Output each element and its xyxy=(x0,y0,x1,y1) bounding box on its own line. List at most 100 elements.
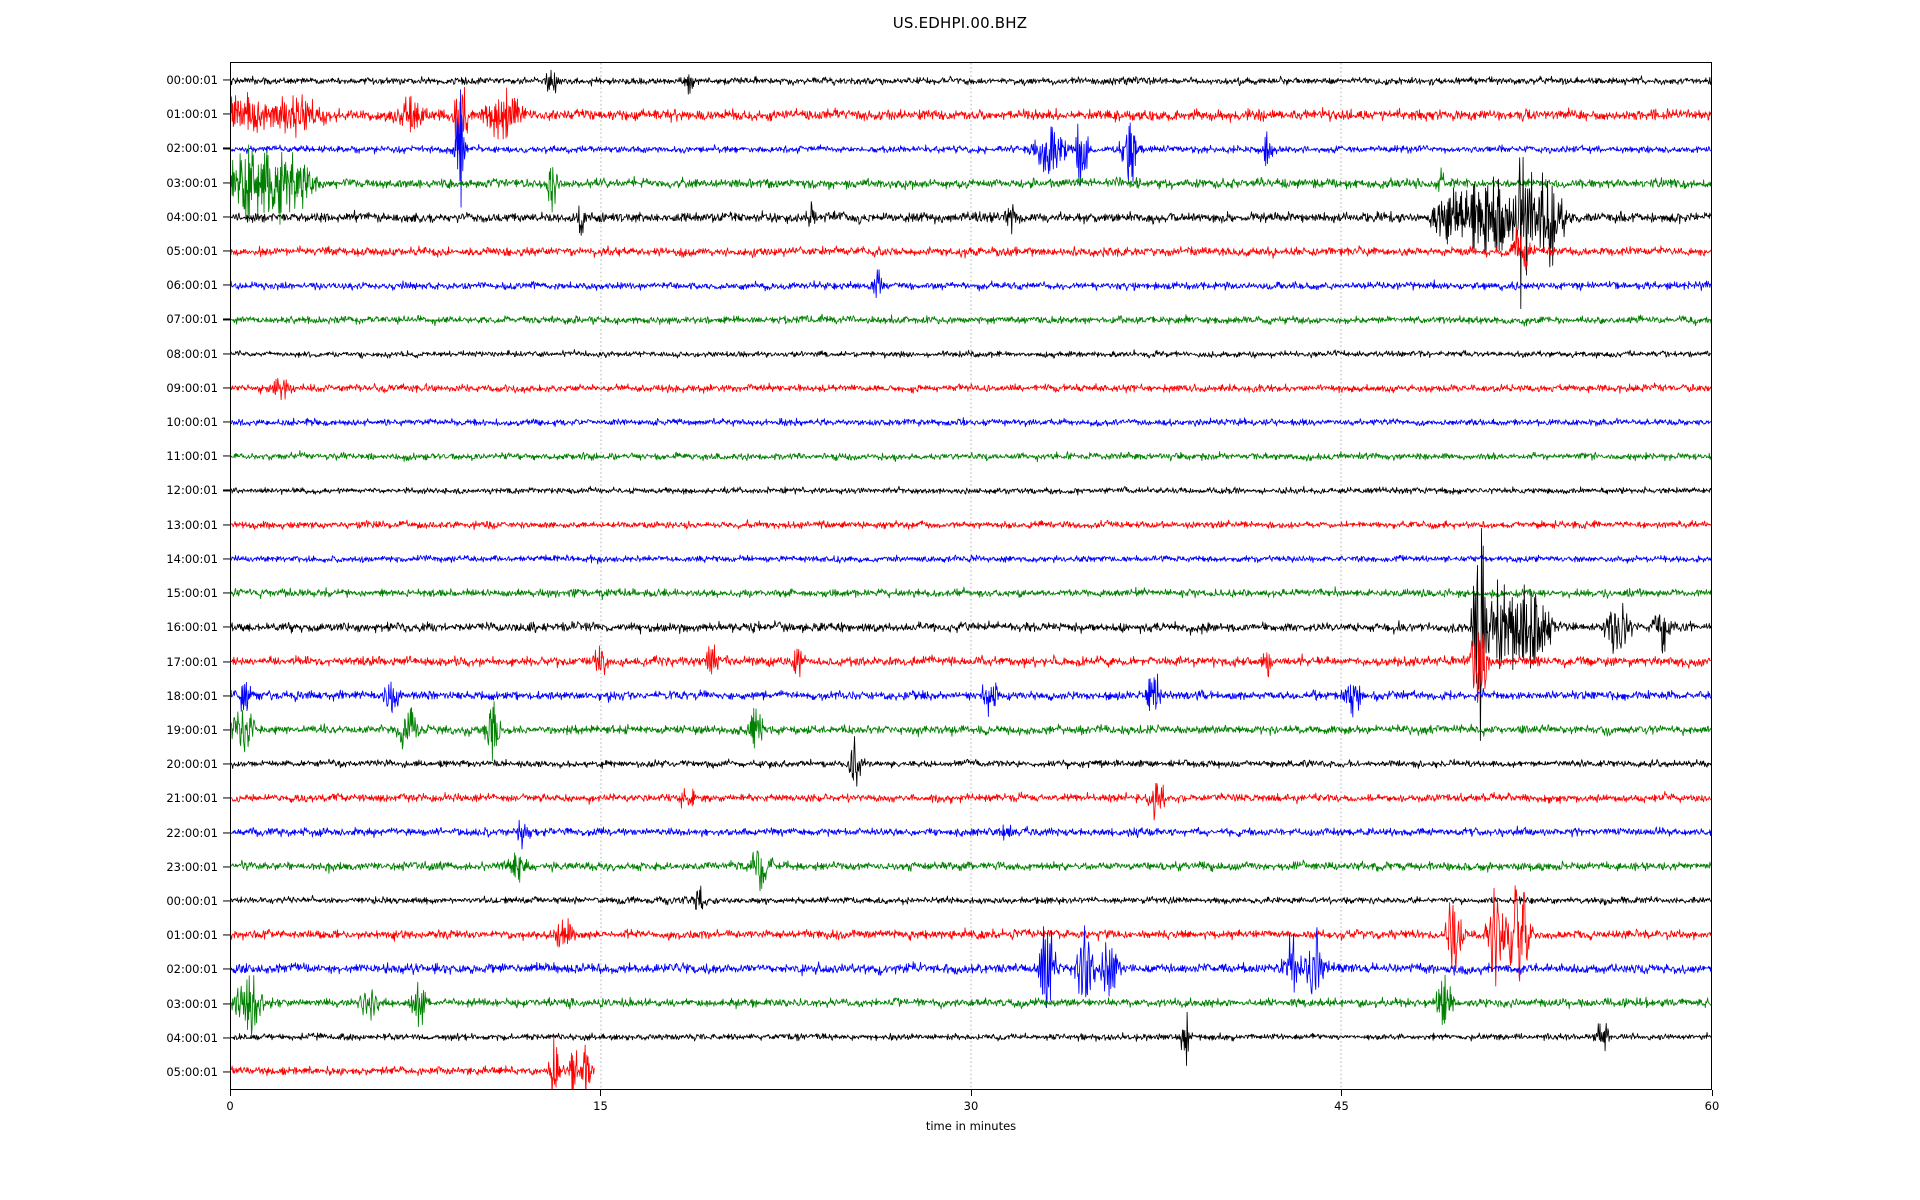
x-tick-label: 0 xyxy=(226,1099,234,1113)
trace-18 xyxy=(231,673,1711,718)
trace-28 xyxy=(231,1011,1711,1066)
x-tick-mark xyxy=(970,1090,972,1096)
y-tick-label: 05:00:01 xyxy=(166,244,218,259)
trace-27 xyxy=(231,974,1711,1036)
y-tick-mark xyxy=(223,660,230,663)
y-tick-mark xyxy=(223,113,230,115)
y-tick-mark xyxy=(223,250,230,252)
y-tick-mark xyxy=(223,182,230,184)
y-tick-mark xyxy=(223,353,230,355)
y-tick-mark xyxy=(223,797,230,799)
y-tick-label: 05:00:01 xyxy=(166,1065,218,1079)
y-tick-label: 02:00:01 xyxy=(166,962,218,977)
x-axis-ticks: 0 15 30 45 60 xyxy=(226,1090,1719,1130)
y-tick-label: 04:00:01 xyxy=(166,1030,218,1045)
x-tick-label: 15 xyxy=(593,1099,608,1113)
trace-9 xyxy=(231,377,1711,401)
trace-20 xyxy=(231,736,1711,787)
y-tick-mark xyxy=(223,832,230,834)
y-tick-label: 01:00:01 xyxy=(166,928,218,943)
y-tick-mark xyxy=(223,558,230,560)
seismic-traces xyxy=(231,69,1711,1089)
x-tick-mark xyxy=(1711,1090,1713,1096)
y-tick-label: 15:00:01 xyxy=(166,586,218,601)
y-tick-label: 00:00:01 xyxy=(166,73,218,87)
gridlines xyxy=(600,63,1342,1089)
y-tick-label: 17:00:01 xyxy=(166,654,218,669)
y-tick-label: 11:00:01 xyxy=(166,449,218,464)
y-tick-label: 16:00:01 xyxy=(166,620,218,635)
y-tick-label: 23:00:01 xyxy=(166,859,218,874)
trace-5 xyxy=(231,227,1711,271)
y-tick-label: 08:00:01 xyxy=(166,346,218,361)
y-tick-mark xyxy=(223,284,230,286)
trace-7 xyxy=(231,313,1711,327)
trace-6 xyxy=(231,269,1711,299)
trace-0 xyxy=(231,69,1711,95)
trace-12 xyxy=(231,485,1711,496)
y-tick-mark xyxy=(223,387,230,389)
y-tick-mark xyxy=(223,216,230,218)
y-tick-label: 19:00:01 xyxy=(166,722,218,737)
y-axis-labels: 00:00:01 01:00:01 02:00:01 03:00:01 04:00:01… xyxy=(0,62,230,1090)
trace-14 xyxy=(231,554,1711,565)
y-tick-label: 09:00:01 xyxy=(166,380,218,395)
y-tick-mark xyxy=(223,1037,230,1039)
y-tick-label: 18:00:01 xyxy=(166,688,218,703)
y-tick-mark xyxy=(223,524,230,526)
y-tick-label: 21:00:01 xyxy=(166,791,218,806)
trace-11 xyxy=(231,450,1711,463)
trace-22 xyxy=(231,819,1711,850)
x-tick-label: 45 xyxy=(1334,1099,1349,1113)
x-tick-label: 30 xyxy=(963,1099,979,1113)
y-tick-mark xyxy=(223,455,230,457)
y-tick-mark xyxy=(223,866,230,868)
trace-3 xyxy=(231,144,1711,225)
y-tick-mark xyxy=(223,695,230,697)
y-tick-mark xyxy=(223,968,230,970)
y-tick-label: 00:00:01 xyxy=(166,893,218,908)
trace-23 xyxy=(231,850,1711,892)
y-tick-label: 20:00:01 xyxy=(166,757,218,772)
x-tick-mark xyxy=(600,1090,602,1096)
y-tick-label: 10:00:01 xyxy=(166,415,218,430)
y-tick-label: 01:00:01 xyxy=(166,107,218,122)
trace-21 xyxy=(231,782,1711,821)
trace-15 xyxy=(231,586,1711,600)
trace-10 xyxy=(231,417,1711,428)
y-tick-mark xyxy=(223,626,230,628)
y-tick-mark xyxy=(223,763,230,765)
y-tick-mark xyxy=(223,318,230,320)
y-tick-label: 13:00:01 xyxy=(166,517,218,532)
y-tick-label: 12:00:01 xyxy=(166,483,218,498)
y-tick-mark xyxy=(223,934,230,936)
y-tick-label: 07:00:01 xyxy=(166,312,218,327)
trace-8 xyxy=(231,349,1711,359)
trace-2 xyxy=(231,89,1711,208)
trace-1 xyxy=(231,86,1711,155)
trace-13 xyxy=(231,519,1711,530)
trace-17 xyxy=(231,632,1711,703)
y-tick-label: 22:00:01 xyxy=(166,825,218,840)
y-tick-mark xyxy=(223,1071,230,1073)
y-tick-mark xyxy=(223,421,230,423)
y-tick-mark xyxy=(223,79,230,81)
trace-26 xyxy=(231,925,1711,1009)
trace-24 xyxy=(231,885,1711,910)
y-tick-label: 03:00:01 xyxy=(166,175,218,190)
y-tick-mark xyxy=(223,729,230,731)
y-tick-label: 02:00:01 xyxy=(166,141,218,156)
x-axis-label: time in minutes xyxy=(925,1119,1017,1133)
y-tick-label: 04:00:01 xyxy=(166,209,218,224)
y-tick-mark xyxy=(223,1003,230,1005)
plot-area xyxy=(230,62,1712,1090)
page-title: US.EDHPI.00.BHZ xyxy=(892,14,1028,32)
trace-29 xyxy=(231,1035,595,1089)
trace-16 xyxy=(231,528,1711,741)
y-tick-mark xyxy=(223,592,230,594)
x-tick-label: 60 xyxy=(1704,1099,1720,1113)
x-tick-mark xyxy=(229,1090,231,1096)
trace-25 xyxy=(231,885,1711,987)
x-tick-mark xyxy=(1341,1090,1343,1096)
